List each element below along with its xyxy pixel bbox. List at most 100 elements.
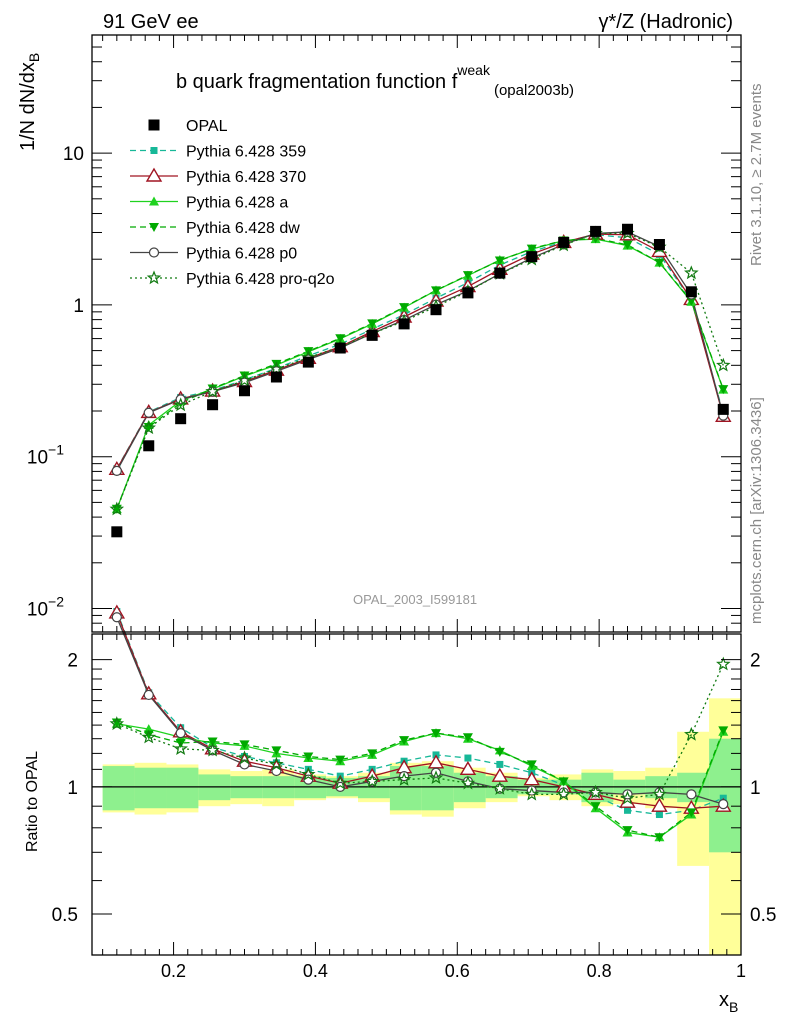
opal-point-1 (143, 440, 155, 452)
ratio-5-point-10 (428, 770, 444, 785)
legend: OPAL Pythia 6.428 359 Pythia 6.428 370 Pyth… (130, 118, 335, 288)
ratio-4-point-9 (398, 771, 410, 782)
ratio-5-point-15 (588, 784, 603, 799)
y-tick-label-0: 10−2 (27, 593, 64, 620)
ratio-3-point-8 (367, 749, 378, 759)
ratio-5-point-13 (524, 786, 540, 801)
ratio-4-point-0 (111, 612, 122, 623)
y-axis-label: 1/N dN/dxB (17, 53, 42, 151)
band-green-0 (102, 766, 135, 811)
opal-point-7 (334, 342, 346, 354)
ratio-4-point-6 (303, 774, 314, 785)
legend-label-5: Pythia 6.428 pro-q2o (186, 271, 335, 288)
ratio-5-point-5 (269, 756, 284, 771)
ratio-3-point-16 (622, 826, 633, 836)
opal-point-18 (685, 286, 697, 298)
ratio-3-point-10 (431, 729, 442, 739)
tick-labels: 0.2 0.4 0.6 0.8 1 10−2 10−1 1 10 0.5 0.5 1 1 2 2 (27, 144, 777, 981)
series-4-point-0 (111, 465, 122, 476)
ratio-5-point-4 (237, 750, 252, 765)
ratio-3-point-19 (718, 726, 729, 736)
y-tick-label-3: 10 (63, 144, 84, 165)
series-3-point-8 (367, 319, 378, 329)
x-tick-label-0: 0.2 (161, 961, 186, 981)
legend-marker-opal (148, 119, 160, 131)
legend-marker-1 (145, 167, 163, 182)
axis-ticks (92, 34, 741, 955)
ratio-tick-label-left-0: 0.5 (52, 905, 78, 926)
ratio-5-point-0 (109, 716, 125, 731)
series-line-4 (116, 231, 724, 472)
y-tick-label-2: 1 (73, 296, 84, 317)
ratio-line-2 (116, 723, 724, 838)
legend-label-2: Pythia 6.428 a (186, 195, 288, 212)
ratio-3-point-3 (207, 737, 218, 747)
ratio-3-point-7 (335, 755, 346, 765)
ratio-5-point-7 (332, 775, 348, 790)
x-axis-label: xB (719, 989, 738, 1015)
ratio-3-point-13 (526, 760, 537, 770)
ratio-5-point-19 (716, 656, 731, 671)
series-4-point-1 (143, 407, 154, 418)
ratio-1-point-13 (523, 771, 540, 786)
ratio-3-point-4 (239, 740, 250, 750)
plot-frames (91, 34, 742, 956)
ratio-line-0 (116, 611, 724, 816)
ratio-3-point-18 (686, 808, 697, 818)
opal-point-12 (494, 267, 506, 279)
series-line-0 (116, 234, 724, 470)
opal-data-points (111, 223, 729, 538)
legend-marker-5 (146, 270, 162, 285)
ratio-4-point-1 (143, 689, 154, 701)
series-5-point-4 (237, 372, 252, 387)
ratio-3-point-0 (111, 718, 122, 728)
series-3-point-1 (143, 422, 154, 432)
ratio-5-point-6 (301, 766, 316, 781)
legend-label-3: Pythia 6.428 dw (186, 220, 300, 237)
opal-point-19 (717, 403, 729, 415)
legend-label-opal: OPAL (186, 118, 228, 135)
ratio-3-point-11 (462, 733, 473, 743)
ratio-axis-label: Ratio to OPAL (24, 751, 41, 852)
ratio-3-point-12 (494, 747, 505, 757)
header-left: 91 GeV ee (103, 11, 199, 33)
x-tick-label-2: 0.6 (445, 961, 470, 981)
series-3-point-17 (654, 258, 665, 268)
opal-point-9 (398, 318, 410, 330)
series-line-3 (116, 237, 724, 509)
opal-point-16 (622, 223, 634, 235)
ratio-1-point-17 (651, 797, 668, 812)
ratio-3-point-1 (143, 730, 154, 740)
series-5-point-3 (205, 383, 220, 398)
mcplots-reference-text: mcplots.cern.ch [arXiv:1306.3436] (748, 397, 765, 624)
series-3-point-12 (494, 256, 505, 266)
ratio-0-point-11 (464, 754, 472, 762)
series-3-point-7 (335, 334, 346, 344)
legend-marker-2 (149, 196, 159, 206)
ratio-5-point-18 (684, 726, 699, 741)
ratio-panel-frame (91, 633, 742, 956)
analysis-watermark: OPAL_2003_I599181 (353, 592, 477, 607)
opal-point-3 (207, 399, 219, 411)
series-3-point-19 (718, 385, 729, 395)
ratio-5-point-17 (652, 786, 667, 801)
opal-point-14 (558, 236, 570, 248)
series-line-2 (116, 238, 724, 510)
ratio-tick-label-right-2: 2 (750, 651, 761, 672)
legend-marker-4 (148, 247, 160, 258)
opal-point-17 (653, 239, 665, 251)
ratio-4-point-19 (718, 799, 729, 810)
opal-point-5 (270, 371, 282, 383)
ratio-tick-label-left-1: 1 (67, 778, 78, 799)
ratio-tick-label-left-2: 2 (67, 651, 78, 672)
legend-marker-0 (150, 147, 158, 154)
series-3-point-9 (399, 303, 410, 313)
ratio-0-point-17 (655, 811, 663, 819)
chart-title: b quark fragmentation function fweak(opa… (176, 62, 574, 99)
ratio-5-point-12 (492, 781, 508, 795)
ratio-tick-label-right-1: 1 (750, 778, 761, 799)
series-5-point-1 (141, 420, 156, 435)
x-tick-label-3: 0.8 (587, 961, 612, 981)
x-tick-label-4: 1 (736, 961, 746, 981)
